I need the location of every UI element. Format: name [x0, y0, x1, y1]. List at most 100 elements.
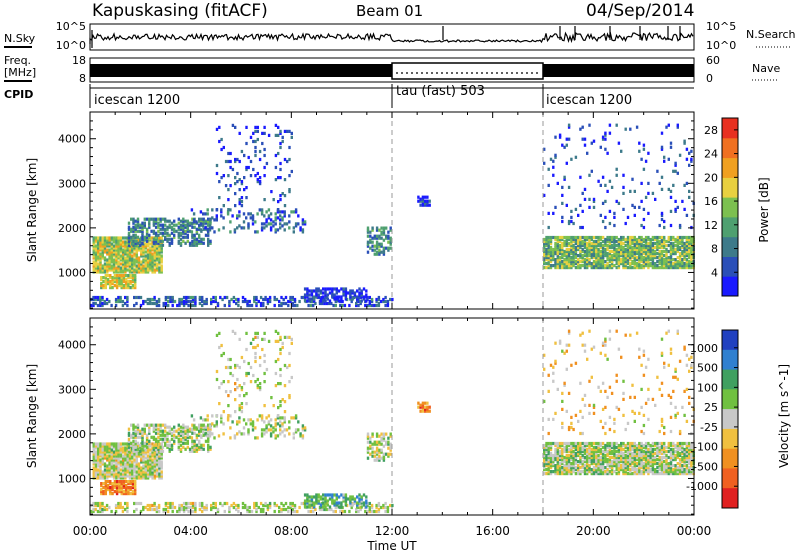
- echo-cell: [622, 185, 625, 189]
- echo-cell: [253, 501, 256, 506]
- echo-cell: [103, 444, 107, 448]
- echo-cell: [128, 470, 132, 474]
- echo-cell: [108, 458, 111, 462]
- echo-cell: [366, 436, 370, 440]
- echo-cell: [599, 237, 602, 242]
- echo-cell: [135, 454, 138, 458]
- echo-cell: [647, 245, 650, 250]
- echo-cell: [164, 227, 167, 231]
- echo-cell: [333, 295, 336, 299]
- echo-cell: [608, 249, 612, 254]
- echo-cell: [382, 458, 386, 462]
- echo-cell: [613, 451, 616, 456]
- echo-cell: [236, 363, 239, 368]
- echo-cell: [314, 507, 317, 512]
- echo-cell: [554, 466, 557, 470]
- echo-cell: [140, 470, 143, 474]
- echo-cell: [617, 468, 621, 472]
- echo-cell: [158, 244, 161, 248]
- echo-cell: [554, 243, 557, 248]
- echo-cell: [168, 439, 171, 443]
- echo-cell: [660, 187, 664, 191]
- echo-cell: [252, 373, 255, 378]
- echo-cell: [577, 453, 580, 458]
- echo-cell: [665, 262, 668, 266]
- echo-cell: [640, 256, 643, 260]
- echo-cell: [572, 245, 575, 250]
- echo-cell: [133, 258, 136, 262]
- echo-cell: [565, 266, 568, 270]
- echo-cell: [581, 191, 584, 195]
- echo-cell: [135, 266, 138, 270]
- echo-cell: [240, 388, 244, 392]
- echo-cell: [243, 359, 246, 364]
- echo-cell: [608, 466, 612, 470]
- echo-cell: [112, 474, 116, 478]
- echo-cell: [115, 482, 119, 486]
- echo-cell: [127, 482, 130, 486]
- echo-cell: [581, 243, 584, 248]
- echo-cell: [188, 447, 192, 451]
- echo-cell: [125, 284, 128, 288]
- echo-cell: [599, 249, 602, 254]
- echo-cell: [258, 176, 262, 180]
- nsky-tick-top: 10^5: [56, 20, 86, 33]
- echo-cell: [160, 270, 163, 274]
- echo-cell: [141, 225, 144, 229]
- echo-cell: [200, 423, 203, 427]
- echo-cell: [688, 264, 691, 268]
- echo-cell: [615, 453, 618, 458]
- echo-cell: [281, 218, 284, 222]
- echo-cell: [554, 153, 557, 157]
- echo-cell: [599, 266, 602, 270]
- echo-cell: [626, 239, 630, 244]
- echo-cell: [227, 404, 230, 408]
- echo-cell: [265, 367, 269, 372]
- echo-cell: [615, 449, 618, 454]
- echo-cell: [556, 460, 559, 464]
- echo-cell: [191, 423, 194, 427]
- echo-cell: [604, 460, 607, 464]
- echo-cell: [592, 243, 596, 248]
- echo-cell: [281, 192, 284, 196]
- echo-cell: [638, 262, 641, 266]
- echo-cell: [132, 435, 135, 439]
- echo-cell: [606, 460, 609, 464]
- echo-cell: [565, 260, 568, 264]
- echo-cell: [583, 237, 587, 242]
- echo-cell: [608, 264, 612, 268]
- echo-cell: [166, 439, 169, 443]
- echo-cell: [633, 241, 636, 246]
- echo-cell: [424, 199, 427, 203]
- echo-cell: [148, 425, 151, 429]
- echo-cell: [421, 201, 425, 205]
- echo-cell: [547, 241, 550, 246]
- echo-cell: [552, 211, 555, 215]
- echo-cell: [157, 431, 160, 435]
- echo-cell: [112, 454, 116, 458]
- echo-cell: [583, 249, 587, 254]
- echo-cell: [108, 242, 111, 246]
- echo-cell: [144, 246, 147, 250]
- echo-cell: [672, 237, 675, 242]
- echo-cell: [137, 270, 141, 274]
- echo-cell: [360, 497, 363, 501]
- echo-cell: [375, 240, 379, 244]
- echo-cell: [99, 454, 102, 458]
- echo-cell: [577, 247, 580, 252]
- echo-cell: [218, 196, 221, 200]
- echo-cell: [326, 503, 329, 507]
- echo-cell: [389, 442, 392, 446]
- echo-cell: [615, 199, 618, 203]
- echo-cell: [561, 245, 564, 250]
- echo-cell: [120, 284, 123, 288]
- echo-cell: [135, 252, 138, 256]
- echo-cell: [380, 250, 383, 254]
- echo-cell: [263, 198, 266, 202]
- echo-cell: [173, 229, 176, 233]
- echo-cell: [155, 301, 159, 306]
- echo-cell: [622, 260, 625, 264]
- echo-cell: [164, 503, 168, 508]
- echo-cell: [120, 492, 123, 496]
- echo-cell: [92, 444, 95, 448]
